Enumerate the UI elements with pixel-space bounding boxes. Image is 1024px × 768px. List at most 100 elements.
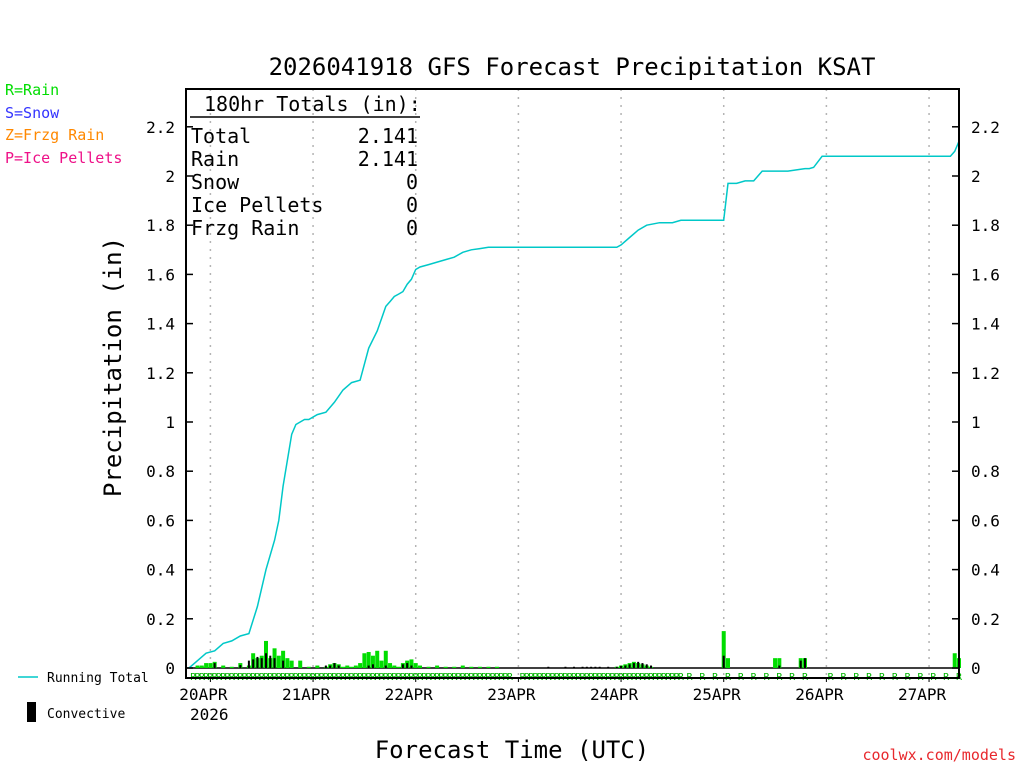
y-tick-label-left: 0.4 xyxy=(146,561,175,580)
rain-bar xyxy=(477,666,482,668)
x-tick-label: 22APR xyxy=(385,685,434,704)
y-tick-label-left: 2 xyxy=(165,167,175,186)
year-label: 2026 xyxy=(190,705,229,724)
y-tick-label-right: 1 xyxy=(971,413,981,432)
legend-ice-pellets-key: P=Ice Pellets xyxy=(5,149,123,167)
rain-bar xyxy=(315,665,320,668)
y-tick-label-left: 1.2 xyxy=(146,364,175,383)
rain-bar xyxy=(426,666,431,668)
convective-bar xyxy=(239,665,242,668)
x-tick-label: 24APR xyxy=(590,685,639,704)
rain-bar xyxy=(773,658,778,668)
convective-bar xyxy=(247,660,250,668)
convective-bar xyxy=(265,653,267,668)
rain-bar xyxy=(418,665,422,668)
rain-bar xyxy=(388,663,393,668)
rain-bar xyxy=(199,665,204,668)
x-tick-label: 20APR xyxy=(179,685,228,704)
y-axis-label: Precipitation (in) xyxy=(99,237,127,497)
rain-bar xyxy=(289,660,294,668)
y-tick-label-right: 0.4 xyxy=(971,561,1000,580)
rain-bar xyxy=(726,658,730,668)
y-tick-label-right: 2 xyxy=(971,167,981,186)
convective-bar xyxy=(252,659,255,668)
rain-bar xyxy=(375,650,380,668)
y-tick-label-right: 2.2 xyxy=(971,118,1000,137)
convective-bar xyxy=(590,666,593,668)
convective-bar xyxy=(256,656,259,668)
convective-bar xyxy=(213,663,216,668)
convective-bar xyxy=(324,665,327,668)
rain-bar xyxy=(366,652,371,668)
y-tick-label-left: 0 xyxy=(165,659,175,678)
rain-bar xyxy=(383,650,388,668)
rain-bar xyxy=(353,665,358,668)
convective-bar xyxy=(367,665,370,668)
rain-bar xyxy=(221,665,226,668)
y-tick-label-right: 0.6 xyxy=(971,511,1000,530)
credit-link[interactable]: coolwx.com/models xyxy=(862,746,1016,764)
y-tick-label-left: 1.4 xyxy=(146,315,175,334)
totals-value-frzg-rain: 0 xyxy=(406,216,418,240)
convective-bar xyxy=(273,658,276,668)
rain-bar xyxy=(392,665,397,668)
convective-bar xyxy=(632,663,635,668)
rain-bar xyxy=(452,666,457,668)
y-tick-label-left: 1 xyxy=(165,413,175,432)
rain-bar xyxy=(204,663,209,668)
legend-convective-label: Convective xyxy=(47,707,125,722)
totals-value-rain: 2.141 xyxy=(358,147,418,171)
convective-bar xyxy=(598,666,601,668)
totals-value-ice-pellets: 0 xyxy=(406,193,418,217)
legend-rain-key: R=Rain xyxy=(5,81,60,99)
rain-bar xyxy=(460,665,465,668)
y-tick-label-left: 0.6 xyxy=(146,511,175,530)
x-tick-label: 23APR xyxy=(487,685,536,704)
x-tick-label: 25APR xyxy=(693,685,742,704)
convective-bar xyxy=(371,664,374,668)
y-tick-label-right: 1.6 xyxy=(971,265,1000,284)
rain-bar xyxy=(349,666,354,668)
rain-bar xyxy=(345,665,350,668)
rain-bar xyxy=(396,666,401,668)
rain-bar xyxy=(486,666,491,668)
rain-bar xyxy=(208,663,213,668)
convective-bar xyxy=(406,663,409,668)
y-tick-label-left: 0.8 xyxy=(146,462,175,481)
convective-bar xyxy=(329,665,332,668)
rain-bar xyxy=(362,653,367,668)
convective-bar xyxy=(282,660,285,668)
x-axis-label: Forecast Time (UTC) xyxy=(375,736,650,764)
rain-bar xyxy=(777,658,782,668)
totals-label-snow: Snow xyxy=(191,170,240,194)
convective-bar xyxy=(804,658,806,668)
convective-bar xyxy=(401,664,404,668)
convective-bar xyxy=(650,665,652,668)
convective-bar xyxy=(722,655,725,668)
y-tick-label-right: 0.8 xyxy=(971,462,1000,481)
rain-bar xyxy=(358,663,363,668)
y-tick-label-right: 1.4 xyxy=(971,315,1000,334)
rain-bar xyxy=(285,658,290,668)
y-tick-label-left: 0.2 xyxy=(146,610,175,629)
y-tick-label-right: 1.8 xyxy=(971,216,1000,235)
rain-bar xyxy=(409,659,414,668)
totals-value-total: 2.141 xyxy=(358,124,418,148)
convective-bar xyxy=(260,658,263,668)
rain-bar xyxy=(379,660,384,668)
rain-bar xyxy=(413,663,418,668)
legend-convective-swatch xyxy=(27,702,36,722)
rain-bar xyxy=(443,666,448,668)
convective-bar xyxy=(585,666,588,668)
rain-bar xyxy=(229,666,234,668)
x-tick-label: 21APR xyxy=(282,685,331,704)
rain-bar xyxy=(952,653,957,668)
convective-bar xyxy=(637,661,640,668)
chart-title: 2026041918 GFS Forecast Precipitation KS… xyxy=(269,53,876,81)
legend-snow-key: S=Snow xyxy=(5,104,60,122)
totals-label-frzg-rain: Frzg Rain xyxy=(191,216,299,240)
convective-bar xyxy=(337,665,340,668)
convective-bar xyxy=(641,663,644,668)
convective-bar xyxy=(778,665,781,668)
